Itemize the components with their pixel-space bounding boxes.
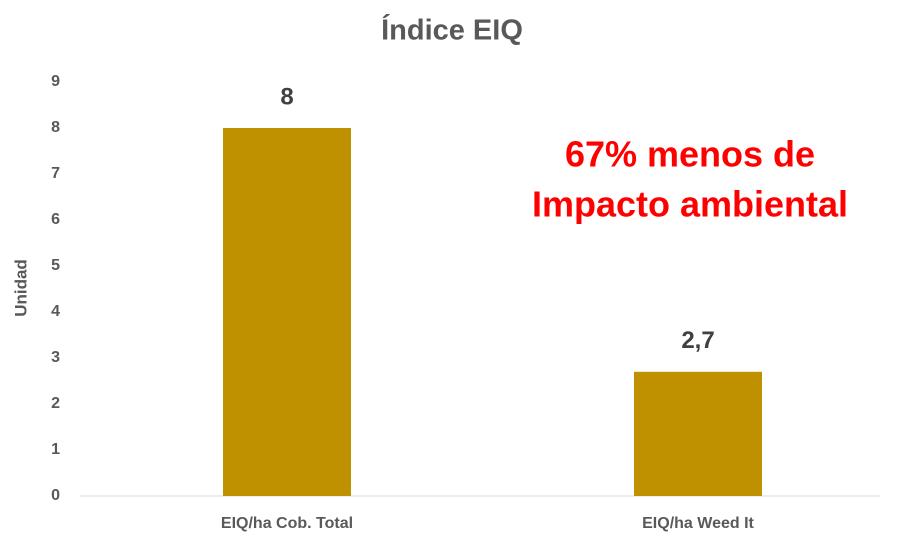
bar xyxy=(223,128,351,496)
y-tick-label: 5 xyxy=(51,257,60,274)
x-tick-label: EIQ/ha Cob. Total xyxy=(221,515,353,532)
y-tick-label: 1 xyxy=(51,441,60,458)
value-label: 8 xyxy=(280,83,293,110)
y-tick-label: 7 xyxy=(51,165,60,182)
annotation: 67% menos de xyxy=(565,134,815,175)
annotation: Impacto ambiental xyxy=(532,184,848,225)
bar xyxy=(634,371,762,496)
chart-title: Índice EIQ xyxy=(381,13,523,47)
y-tick-label: 9 xyxy=(51,73,60,90)
value-label: 2,7 xyxy=(681,327,714,354)
y-tick-label: 8 xyxy=(51,119,60,136)
y-tick-label: 4 xyxy=(51,303,60,320)
y-axis-label: Unidad xyxy=(11,259,30,317)
x-tick-label: EIQ/ha Weed It xyxy=(642,515,754,532)
y-tick-label: 6 xyxy=(51,211,60,228)
y-tick-label: 2 xyxy=(51,395,60,412)
y-tick-label: 0 xyxy=(51,487,60,504)
y-tick-label: 3 xyxy=(51,349,60,366)
